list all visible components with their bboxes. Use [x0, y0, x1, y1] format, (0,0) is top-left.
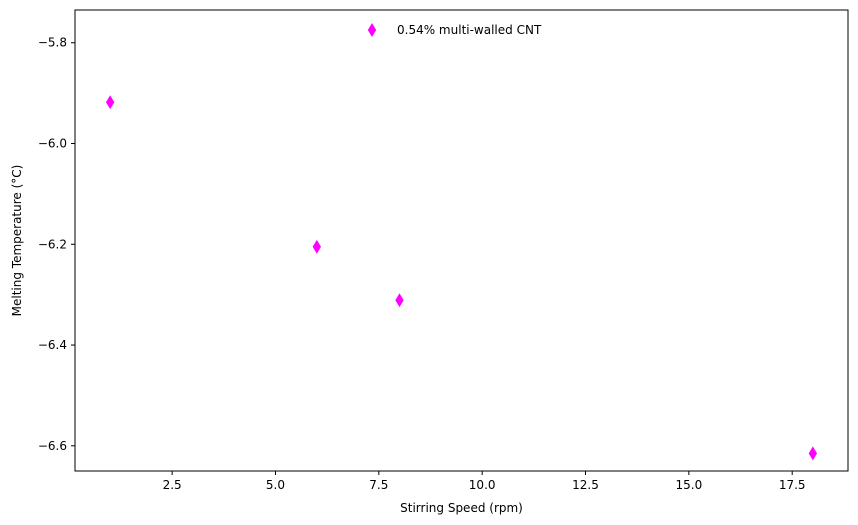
- x-tick-label: 15.0: [675, 478, 702, 492]
- data-point: [312, 239, 322, 254]
- x-tick-label: 7.5: [369, 478, 388, 492]
- x-tick-label: 12.5: [572, 478, 599, 492]
- legend-marker-icon: [367, 23, 377, 37]
- data-points: [105, 95, 818, 461]
- y-axis-ticks: −6.6 −6.4 −6.2 −6.0 −5.8: [38, 36, 75, 453]
- x-tick-label: 10.0: [469, 478, 496, 492]
- data-point: [808, 446, 818, 461]
- plot-area: [74, 9, 849, 472]
- x-axis-label: Stirring Speed (rpm): [400, 501, 523, 515]
- y-tick-label: −6.0: [38, 137, 67, 151]
- x-tick-label: 2.5: [163, 478, 182, 492]
- y-axis-label: Melting Temperature (°C): [10, 165, 24, 317]
- y-tick-label: −6.6: [38, 439, 67, 453]
- x-axis-ticks: 2.5 5.0 7.5 10.0 12.5 15.0 17.5: [163, 471, 806, 492]
- data-point: [105, 95, 115, 110]
- y-tick-label: −6.4: [38, 338, 67, 352]
- data-point: [395, 293, 404, 308]
- x-tick-label: 5.0: [266, 478, 285, 492]
- y-tick-label: −5.8: [38, 36, 67, 50]
- legend: 0.54% multi-walled CNT: [367, 23, 542, 37]
- legend-label: 0.54% multi-walled CNT: [397, 23, 542, 37]
- y-tick-label: −6.2: [38, 237, 67, 251]
- x-tick-label: 17.5: [779, 478, 806, 492]
